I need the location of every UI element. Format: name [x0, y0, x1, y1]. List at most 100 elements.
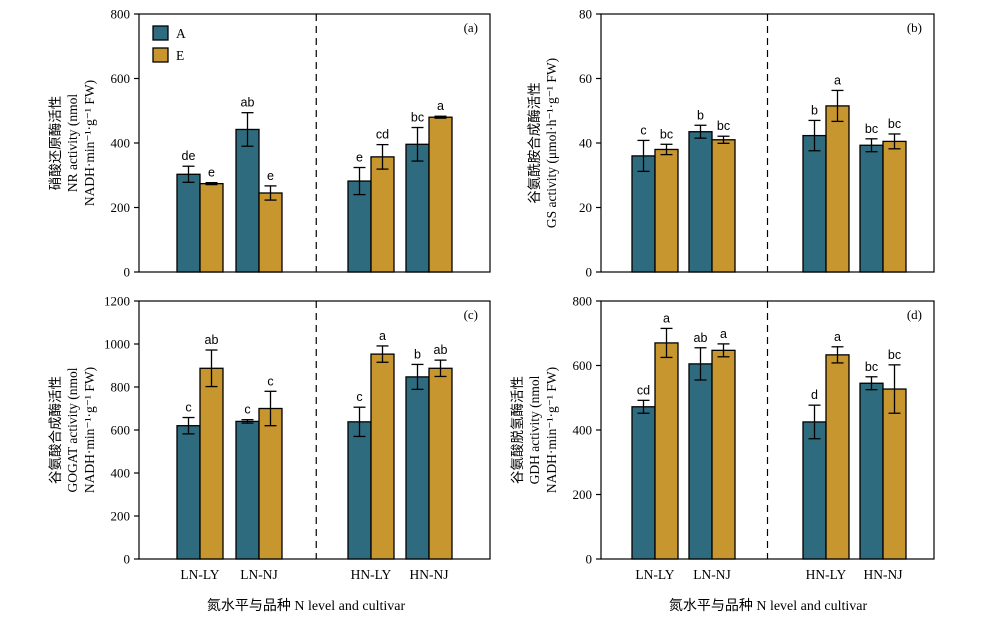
- y-axis-label-line: 谷氨酰胺合成酶活性: [527, 82, 542, 204]
- significance-letter: b: [697, 108, 704, 122]
- bar-E-HN-NJ: [428, 367, 453, 560]
- significance-letter: b: [414, 347, 421, 361]
- significance-letter: e: [208, 166, 215, 180]
- category-label: HN-NJ: [410, 567, 449, 582]
- significance-letter: a: [663, 311, 670, 325]
- bar-A-HN-NJ: [405, 376, 430, 560]
- bar-A-LN-NJ: [235, 128, 260, 273]
- panel-label: (a): [464, 20, 478, 35]
- panel-c: 0 200 400 600 800 1000 1200 谷氨酸合成酶活性 GOGAT activ…: [48, 294, 491, 582]
- bar-E-LN-LY: [199, 182, 224, 273]
- bar-E-LN-NJ: [258, 192, 283, 273]
- significance-letter: e: [356, 151, 363, 165]
- significance-letter: ab: [434, 343, 448, 357]
- significance-letter: c: [267, 374, 273, 388]
- y-axis-label-line: 谷氨酸合成酶活性: [48, 376, 63, 484]
- bar-E-LN-NJ: [258, 407, 283, 560]
- y-tick-label: 0: [586, 265, 593, 280]
- y-axis-label-line: 谷氨酸脱氢酶活性: [510, 376, 525, 484]
- significance-letter: bc: [660, 127, 673, 141]
- significance-letter: d: [811, 388, 818, 402]
- legend-label-E: E: [176, 48, 184, 63]
- bar-E-HN-NJ: [882, 388, 907, 560]
- significance-letter: bc: [888, 117, 901, 131]
- significance-letter: a: [437, 99, 444, 113]
- y-axis-label-line: GS activity (μmol·h⁻¹·g⁻¹ FW): [544, 58, 559, 228]
- category-label: LN-LY: [180, 567, 219, 582]
- y-tick-label: 600: [573, 358, 593, 373]
- y-tick-label: 400: [111, 136, 131, 151]
- bar-A-HN-LY: [802, 421, 827, 560]
- panel-a: 0 200 400 600 800 硝酸还原酶活性 NR activity (nmol NAD…: [48, 7, 491, 280]
- x-axis-label-left: 氮水平与品种 N level and cultivar: [207, 598, 406, 614]
- y-tick-label: 800: [111, 7, 131, 22]
- y-tick-label: 1200: [104, 294, 130, 309]
- bar-A-LN-LY: [176, 173, 201, 273]
- significance-letter: bc: [411, 111, 424, 125]
- y-axis-label-line: NADH·min⁻¹·g⁻¹ FW): [544, 367, 559, 493]
- bar-E-HN-LY: [370, 156, 395, 273]
- y-axis-label-line: GOGAT activity (nmol: [65, 367, 80, 492]
- legend-label-A: A: [176, 26, 186, 41]
- bar-E-HN-NJ: [428, 116, 453, 273]
- significance-letter: c: [356, 390, 362, 404]
- bar-A-HN-LY: [802, 134, 827, 273]
- significance-letter: bc: [888, 348, 901, 362]
- legend-swatch-E: [152, 47, 169, 63]
- category-label: HN-LY: [806, 567, 847, 582]
- legend: AE: [152, 25, 186, 63]
- y-axis-label-line: GDH activity (nmol: [527, 375, 542, 484]
- bar-A-HN-NJ: [405, 143, 430, 273]
- bar-E-LN-LY: [199, 367, 224, 560]
- y-tick-label: 1000: [104, 337, 130, 352]
- significance-letter: bc: [865, 360, 878, 374]
- y-tick-label: 80: [579, 7, 592, 22]
- category-label: LN-LY: [635, 567, 674, 582]
- x-axis-label-right: 氮水平与品种 N level and cultivar: [669, 598, 868, 614]
- significance-letter: bc: [717, 119, 730, 133]
- significance-letter: a: [379, 329, 386, 343]
- bar-A-LN-NJ: [688, 131, 713, 273]
- y-tick-label: 200: [573, 487, 593, 502]
- y-tick-label: 400: [111, 466, 131, 481]
- significance-letter: a: [834, 73, 841, 87]
- bar-E-LN-LY: [654, 148, 679, 273]
- significance-letter: b: [811, 103, 818, 117]
- bar-E-LN-LY: [654, 342, 679, 560]
- bar-E-HN-LY: [825, 354, 850, 560]
- significance-letter: ab: [694, 331, 708, 345]
- significance-letter: c: [185, 401, 191, 415]
- bar-A-HN-NJ: [859, 144, 884, 273]
- y-axis-label-line: NR activity (nmol: [65, 94, 80, 192]
- bar-A-LN-NJ: [235, 420, 260, 560]
- significance-letter: c: [640, 123, 646, 137]
- significance-letter: cd: [637, 383, 650, 397]
- significance-letter: ab: [205, 333, 219, 347]
- panel-label: (b): [907, 20, 922, 35]
- y-tick-label: 60: [579, 71, 592, 86]
- bar-E-HN-NJ: [882, 140, 907, 273]
- bar-E-LN-NJ: [711, 139, 736, 273]
- bar-A-HN-LY: [347, 421, 372, 560]
- significance-letter: e: [267, 169, 274, 183]
- y-tick-label: 0: [124, 552, 131, 567]
- y-tick-label: 400: [573, 423, 593, 438]
- legend-swatch-A: [152, 25, 169, 41]
- significance-letter: ab: [241, 96, 255, 110]
- bar-A-LN-NJ: [688, 363, 713, 560]
- bar-A-HN-NJ: [859, 382, 884, 560]
- bar-A-LN-LY: [176, 425, 201, 560]
- bar-E-HN-LY: [825, 105, 850, 273]
- category-label: HN-NJ: [864, 567, 903, 582]
- y-tick-label: 20: [579, 200, 592, 215]
- y-axis-label-line: 硝酸还原酶活性: [48, 96, 63, 191]
- panel-label: (c): [464, 307, 478, 322]
- bar-A-LN-LY: [631, 155, 656, 273]
- significance-letter: c: [244, 403, 250, 417]
- significance-letter: a: [720, 327, 727, 341]
- y-axis-label-line: NADH·min⁻¹·g⁻¹ FW): [82, 80, 97, 206]
- y-tick-label: 40: [579, 136, 592, 151]
- category-label: LN-NJ: [693, 567, 731, 582]
- significance-letter: a: [834, 330, 841, 344]
